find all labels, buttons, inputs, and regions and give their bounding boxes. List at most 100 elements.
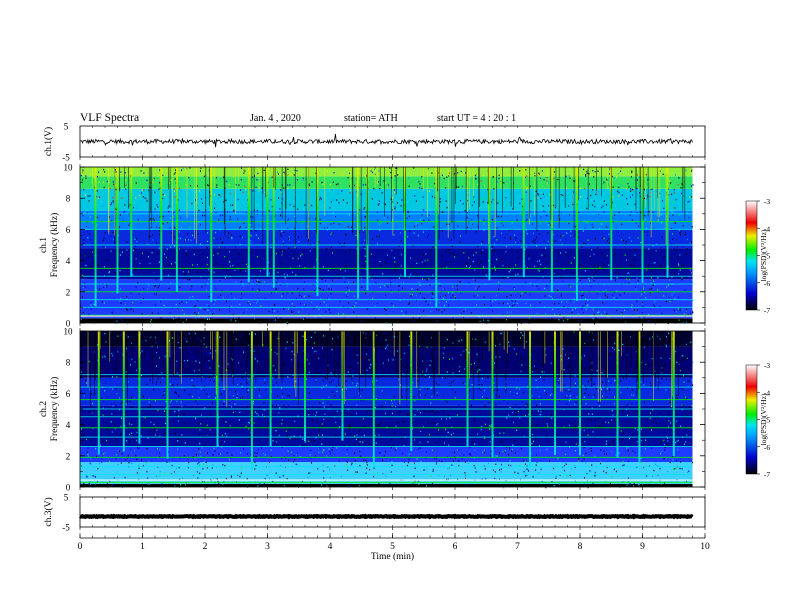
s1-colorbar-tick-4: -7 [764,306,770,315]
s1-sferic-8 [272,167,275,288]
w3-frame [79,496,706,528]
x-tick-label-6: 6 [453,542,458,552]
s1-ytick-label-3: 6 [66,225,71,235]
w1-ylabel: ch.1(V) [43,127,54,156]
s2-colorbar [745,364,758,475]
s2-sferic-2 [138,331,141,444]
s2-image [80,331,694,489]
s2-band-2 [80,446,693,463]
s2-sferic-0 [97,331,100,455]
s1-sferic-19 [641,167,644,283]
x-tick-label-4: 4 [328,542,333,552]
w1-trace [79,133,693,148]
figure-title: VLF Spectra [80,112,140,124]
s2-colorbar-tick-0: -3 [764,361,770,370]
s1-band-7 [80,167,693,177]
w3-ytick-label-1: -5 [62,523,70,533]
s1-ytick-label-0: 0 [66,319,71,329]
s1-sferic-6 [247,167,250,283]
s1-band-0 [80,318,693,323]
s1-sferic-12 [404,167,406,278]
s1-image [80,167,694,325]
s1-sferic-16 [550,167,553,293]
s1-colorbar-tick-0: -3 [764,197,770,206]
s1-sferic-1 [116,167,119,294]
x-tick-label-2: 2 [203,542,208,552]
s1-band-4 [80,210,693,230]
s2-sferic-13 [529,331,531,468]
s2-sferic-1 [122,331,125,452]
panels-group [79,133,694,520]
s1-colorbar [745,200,758,311]
s2-ylabel-channel: ch.2 [39,401,49,417]
s2-colorbar-tick-3: -6 [764,443,770,452]
date-label: Jan. 4 , 2020 [250,113,301,124]
w1-ytick-label-0: 5 [64,122,69,132]
s2-sferic-11 [466,331,469,447]
x-tick-label-0: 0 [78,542,83,552]
s2-ylabel-frequency: Frequency (kHz) [49,377,60,442]
s1-sferic-5 [210,167,213,302]
s1-sferic-20 [666,167,669,278]
s1-ylabel-frequency: Frequency (kHz) [49,213,60,278]
s2-sferic-7 [304,331,306,442]
s2-sferic-15 [579,331,581,456]
s2-colorbar-label: log(PSD)(V²/Hz) [759,393,768,445]
s2-sferic-4 [216,331,219,448]
s1-colorbar-tick-3: -6 [764,279,770,288]
s1-colorbar-label: log(PSD)(V²/Hz) [759,229,768,281]
x-tick-label-1: 1 [140,542,145,552]
x-tick-label-3: 3 [265,542,270,552]
w1-ytick-label-1: -5 [62,153,70,163]
s1-sferic-10 [357,167,360,299]
s2-band-1 [80,462,693,484]
x-tick-label-10: 10 [700,542,710,552]
s1-sferic-7 [266,167,269,277]
station-label: station= ATH [344,113,398,124]
s1-sferic-3 [160,167,163,281]
s2-ytick-label-5: 10 [64,327,74,337]
s1-ylabel-channel: ch.1 [39,237,49,253]
s1-sferic-15 [522,167,525,278]
s2-sferic-17 [638,331,641,462]
s2-sferic-9 [372,331,375,467]
s2-sferic-3 [166,331,169,459]
x-axis-label: Time (min) [371,551,414,562]
s2-ytick-label-1: 2 [66,451,71,461]
s1-sferic-9 [316,167,319,297]
w3-ytick-label-0: 5 [64,493,69,503]
s1-sferic-2 [130,167,133,277]
w3-trace [79,513,694,520]
x-tick-label-8: 8 [578,542,583,552]
s2-ytick-label-3: 6 [66,389,71,399]
s2-ytick-label-4: 8 [66,358,71,368]
s2-ytick-label-2: 4 [66,420,71,430]
s2-band-5 [80,346,693,378]
x-tick-label-7: 7 [515,542,520,552]
s2-sferic-6 [269,331,272,447]
s2-sferic-12 [491,331,494,458]
s1-sferic-14 [488,167,491,281]
s1-ytick-label-4: 8 [66,194,71,204]
s2-ytick-label-0: 0 [66,483,71,493]
s1-sferic-18 [610,167,613,281]
s2-colorbar-tick-4: -7 [764,470,770,479]
s2-sferic-10 [410,331,413,452]
s1-band-5 [80,188,693,211]
s1-colorbar-tick-2: -5 [764,252,770,261]
s1-sferic-17 [575,167,578,301]
start-time-label: start UT = 4 : 20 : 1 [437,113,517,124]
x-tick-label-5: 5 [390,542,395,552]
s2-sferic-18 [672,331,675,457]
s1-band-6 [80,176,693,189]
s2-colorbar-tick-2: -5 [764,416,770,425]
s2-sferic-16 [616,331,619,458]
s1-ytick-label-5: 10 [64,163,74,173]
s1-colorbar-tick-1: -4 [764,224,770,233]
s1-ytick-label-1: 2 [66,287,71,297]
w3-ylabel: ch.3(V) [43,497,54,526]
s1-sferic-4 [175,167,178,292]
